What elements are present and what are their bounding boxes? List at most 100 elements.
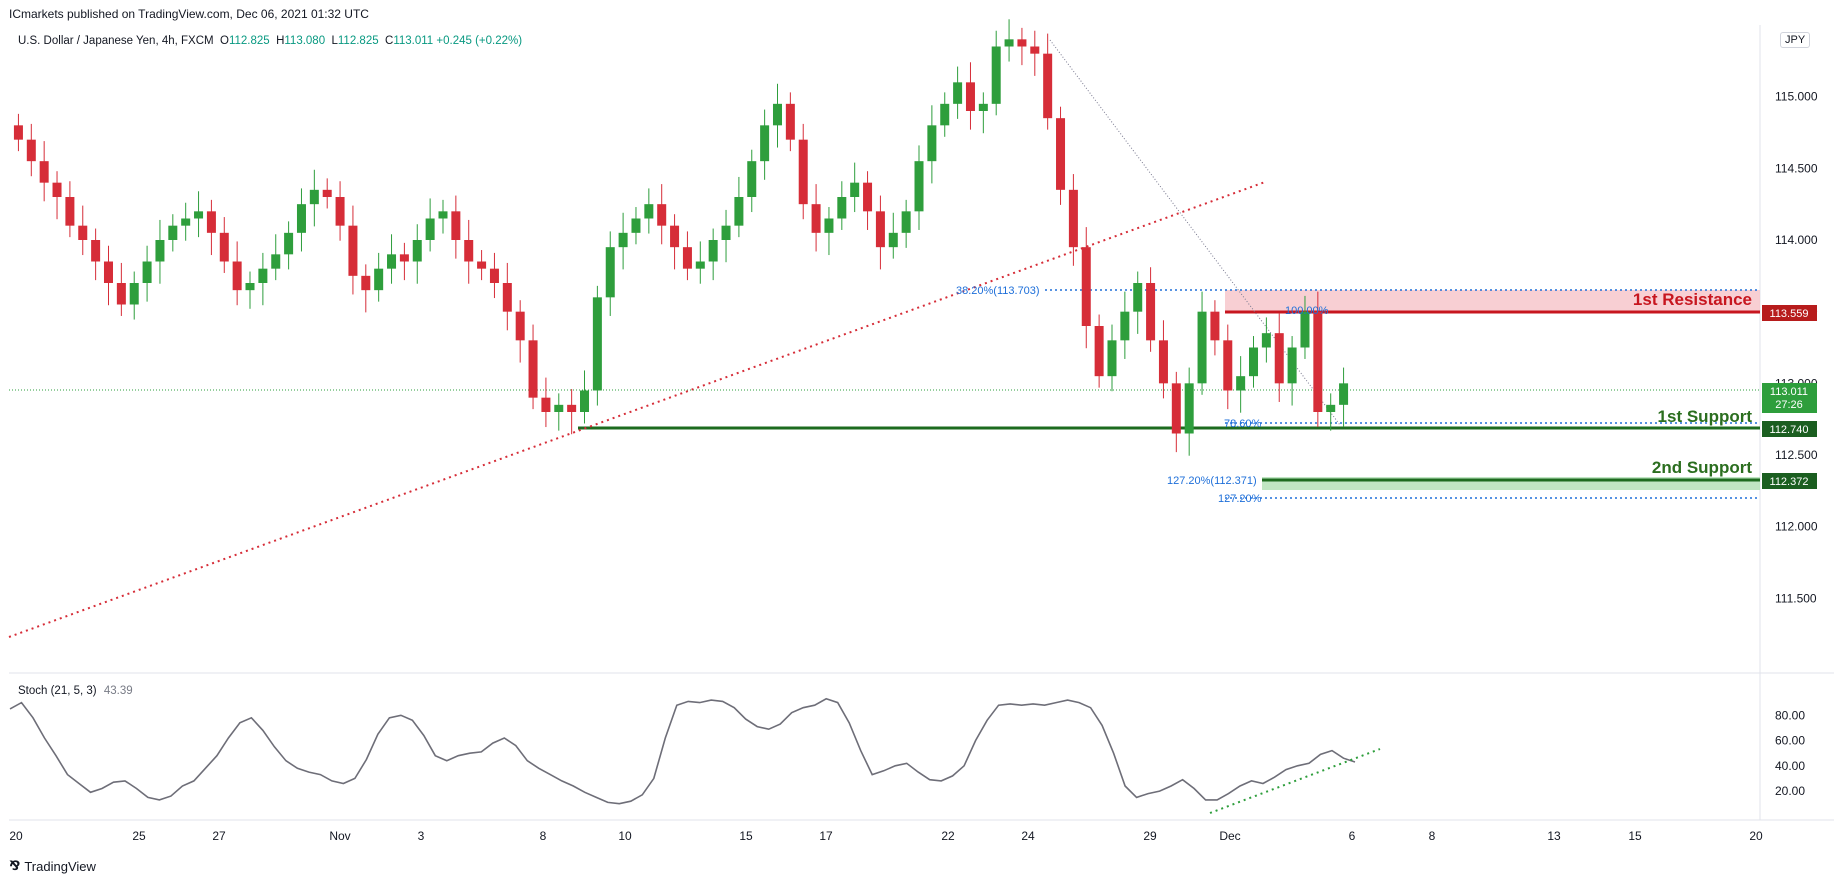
- resistance-price-tag: [1762, 305, 1817, 321]
- candle-body: [399, 254, 409, 262]
- candle-body: [142, 261, 152, 283]
- currency-badge[interactable]: JPY: [1780, 32, 1811, 48]
- current-price-tag: [1762, 383, 1817, 413]
- candle-body: [644, 204, 654, 219]
- time-tick-label: Dec: [1219, 829, 1240, 843]
- candle-body: [1184, 383, 1194, 434]
- candle-body: [528, 340, 538, 398]
- close-value: 113.011: [393, 35, 434, 47]
- fib-1272b-label: 127.20%: [1218, 493, 1262, 505]
- current-price-text: 113.011: [1770, 386, 1808, 398]
- time-tick-label: 8: [540, 829, 547, 843]
- candle-body: [798, 139, 808, 205]
- price-tick-label: 115.000: [1775, 90, 1818, 104]
- time-tick-label: 15: [739, 829, 753, 843]
- candle-body: [489, 268, 499, 283]
- candle-body: [374, 268, 384, 291]
- symbol-title: U.S. Dollar / Japanese Yen, 4h, FXCM: [18, 35, 214, 47]
- candle-body: [116, 283, 126, 305]
- candle-body: [1223, 340, 1233, 391]
- candle-body: [26, 139, 36, 162]
- time-tick-label: 25: [132, 829, 146, 843]
- candle-body: [387, 254, 397, 269]
- support1-label: 1st Support: [1658, 407, 1753, 426]
- candle-body: [541, 397, 551, 412]
- candle-body: [657, 204, 667, 226]
- candle-body: [464, 240, 474, 262]
- countdown-text: 27:26: [1775, 399, 1803, 411]
- candle-body: [451, 211, 461, 240]
- candle-body: [206, 211, 216, 233]
- candle-body: [168, 225, 178, 240]
- tradingview-logo-icon: ⅋: [9, 858, 21, 873]
- open-value: 112.825: [228, 35, 270, 47]
- time-tick-label: 3: [418, 829, 425, 843]
- stoch-value: 43.39: [103, 685, 133, 697]
- price-axis: 111.500112.000112.500113.000113.500114.0…: [1775, 90, 1818, 606]
- support1-price-text: 112.740: [1770, 424, 1809, 436]
- time-tick-label: 24: [1021, 829, 1035, 843]
- candle-body: [1300, 311, 1310, 348]
- candle-body: [515, 311, 525, 341]
- stoch-legend: Stoch (21, 5, 3) 43.39: [18, 685, 133, 697]
- candle-body: [747, 161, 757, 197]
- candle-body: [181, 218, 191, 226]
- candle-body: [1249, 347, 1259, 377]
- candle-body: [322, 189, 332, 197]
- stoch-tick-label: 40.00: [1775, 759, 1805, 773]
- stoch-tick-label: 60.00: [1775, 734, 1805, 748]
- footer: ⅋ TradingView: [9, 858, 96, 874]
- candle-body: [284, 232, 294, 255]
- time-tick-label: 20: [1749, 829, 1763, 843]
- candle-body: [1017, 39, 1027, 47]
- candle-body: [875, 211, 885, 248]
- low-value: 112.825: [337, 35, 379, 47]
- candle-body: [232, 261, 242, 291]
- time-tick-label: 22: [941, 829, 955, 843]
- candle-body: [1210, 311, 1220, 341]
- resistance-label: 1st Resistance: [1633, 290, 1752, 309]
- candle-body: [1197, 311, 1207, 384]
- candle-body: [554, 404, 564, 412]
- time-tick-label: 27: [212, 829, 226, 843]
- time-tick-label: 15: [1628, 829, 1642, 843]
- candle-body: [901, 211, 911, 233]
- candle-body: [811, 204, 821, 233]
- published-by-text: ICmarkets published on TradingView.com, …: [9, 7, 369, 21]
- candle-body: [785, 103, 795, 140]
- candle-body: [1133, 283, 1143, 312]
- high-value: 113.080: [284, 35, 326, 47]
- candle-body: [734, 197, 744, 226]
- price-tick-label: 114.000: [1775, 233, 1818, 247]
- candle-body: [1287, 347, 1297, 384]
- candle-body: [1004, 39, 1014, 47]
- candle-body: [1158, 340, 1168, 384]
- footer-brand: TradingView: [24, 858, 96, 874]
- candle-body: [592, 297, 602, 391]
- stoch-axis: 20.00 40.00 60.00 80.00: [1775, 708, 1805, 798]
- fib-100-label: 100.00%: [1285, 305, 1329, 317]
- candle-body: [605, 247, 615, 298]
- price-tick-label: 111.500: [1775, 591, 1817, 605]
- support2-price-text: 112.372: [1770, 476, 1809, 488]
- candle-body: [631, 218, 641, 233]
- stoch-label: Stoch (21, 5, 3): [18, 685, 97, 697]
- candle-body: [1081, 247, 1091, 326]
- candle-body: [52, 182, 62, 197]
- candle-body: [477, 261, 487, 269]
- candle-body: [1171, 383, 1181, 434]
- candle-body: [103, 261, 113, 283]
- candle-body: [245, 283, 255, 291]
- candle-body: [1094, 326, 1104, 377]
- time-tick-label: 13: [1547, 829, 1561, 843]
- stoch-tick-label: 80.00: [1775, 708, 1805, 722]
- candle-body: [194, 211, 204, 219]
- candle-body: [1056, 118, 1066, 190]
- candle-body: [888, 232, 898, 248]
- candle-body: [824, 218, 834, 233]
- candle-body: [39, 161, 49, 183]
- candle-body: [1274, 333, 1284, 384]
- candle-body: [567, 404, 577, 412]
- fib-1272a-label: 127.20%(112.371): [1167, 475, 1257, 487]
